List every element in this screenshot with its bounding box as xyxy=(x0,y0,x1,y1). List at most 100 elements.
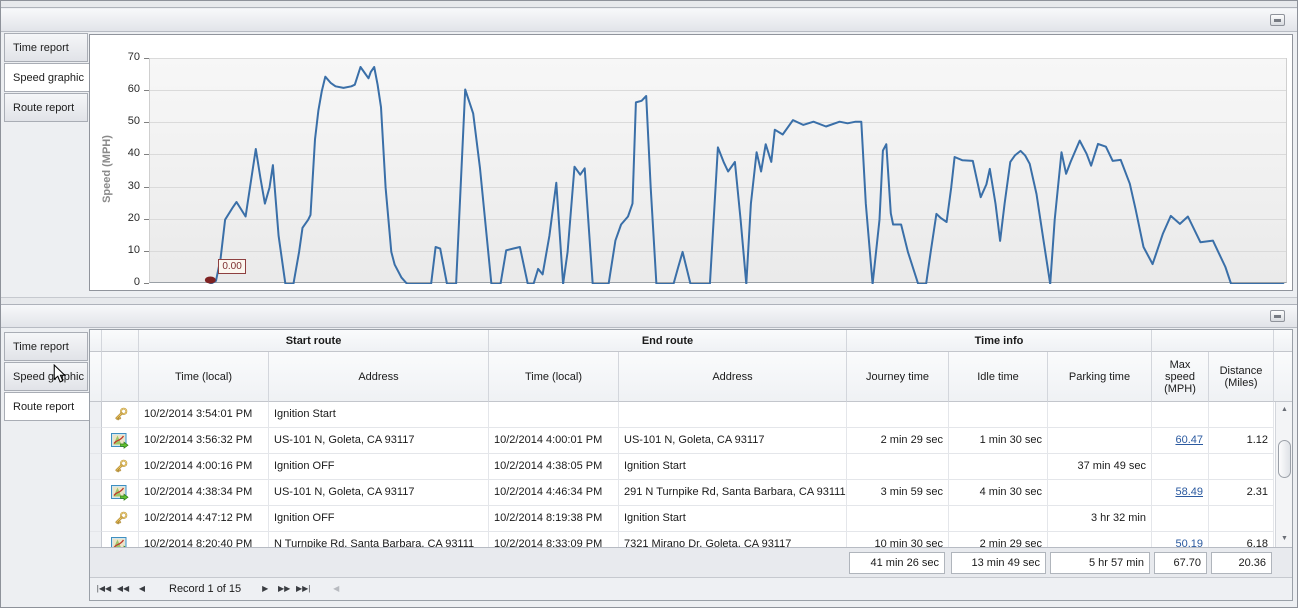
tab-route-report-bottom[interactable]: Route report xyxy=(4,392,92,421)
cell-journey[interactable]: 2 min 29 sec xyxy=(847,428,949,454)
cell-start-time[interactable]: 10/2/2014 3:54:01 PM xyxy=(139,402,269,428)
col-header-journey-time[interactable]: Journey time xyxy=(847,352,949,402)
group-header-end-route[interactable]: End route xyxy=(489,330,847,352)
cell-start-addr[interactable]: Ignition OFF xyxy=(269,454,489,480)
table-row[interactable]: 10/2/2014 4:47:12 PM Ignition OFF 10/2/201… xyxy=(90,506,1274,532)
table-row[interactable]: 10/2/2014 3:54:01 PM Ignition Start xyxy=(90,402,1274,428)
cell-end-addr[interactable]: 7321 Mirano Dr, Goleta, CA 93117 xyxy=(619,532,847,547)
cell-end-addr[interactable] xyxy=(619,402,847,428)
cell-start-time[interactable]: 10/2/2014 4:38:34 PM xyxy=(139,480,269,506)
cell-journey[interactable] xyxy=(847,454,949,480)
row-type-icon-cell[interactable] xyxy=(102,428,139,454)
row-indicator[interactable] xyxy=(90,402,102,428)
cell-distance[interactable] xyxy=(1209,506,1274,532)
col-header-distance[interactable]: Distance (Miles) xyxy=(1209,352,1274,402)
max-speed-link[interactable]: 60.47 xyxy=(1175,434,1203,446)
row-type-icon-cell[interactable] xyxy=(102,532,139,547)
cell-start-addr[interactable]: N Turnpike Rd, Santa Barbara, CA 93111 xyxy=(269,532,489,547)
panel-splitter[interactable] xyxy=(1,297,1297,305)
cell-end-addr[interactable]: Ignition Start xyxy=(619,506,847,532)
tab-time-report[interactable]: Time report xyxy=(4,33,88,62)
collapse-top-panel-button[interactable] xyxy=(1270,14,1285,26)
group-header-time-info[interactable]: Time info xyxy=(847,330,1152,352)
col-header-max-speed[interactable]: Max speed (MPH) xyxy=(1152,352,1209,402)
cell-distance[interactable] xyxy=(1209,454,1274,480)
cell-idle[interactable]: 2 min 29 sec xyxy=(949,532,1048,547)
row-type-icon-cell[interactable] xyxy=(102,454,139,480)
next-page-button[interactable]: ▶▶ xyxy=(278,584,291,593)
tab-speed-graphic[interactable]: Speed graphic xyxy=(4,63,92,92)
collapse-bottom-panel-button[interactable] xyxy=(1270,310,1285,322)
cell-max-speed[interactable]: 58.49 xyxy=(1152,480,1209,506)
prev-page-button[interactable]: ◀◀ xyxy=(116,584,130,593)
row-indicator[interactable] xyxy=(90,506,102,532)
tab-speed-graphic-bottom[interactable]: Speed graphic xyxy=(4,362,88,391)
cell-end-time[interactable]: 10/2/2014 8:19:38 PM xyxy=(489,506,619,532)
scroll-up-button[interactable]: ▲ xyxy=(1281,406,1288,413)
cell-idle[interactable]: 4 min 30 sec xyxy=(949,480,1048,506)
scroll-down-button[interactable]: ▼ xyxy=(1281,535,1288,542)
cell-max-speed[interactable] xyxy=(1152,506,1209,532)
cell-start-time[interactable]: 10/2/2014 8:20:40 PM xyxy=(139,532,269,547)
chart-plot-area[interactable]: 0.00 xyxy=(149,58,1287,284)
row-indicator[interactable] xyxy=(90,428,102,454)
cell-end-time[interactable]: 10/2/2014 4:38:05 PM xyxy=(489,454,619,480)
cell-max-speed[interactable]: 50.19 xyxy=(1152,532,1209,547)
table-row[interactable]: 10/2/2014 4:38:34 PM US-101 N, Goleta, CA… xyxy=(90,480,1274,506)
cell-end-addr[interactable]: Ignition Start xyxy=(619,454,847,480)
cell-parking[interactable]: 37 min 49 sec xyxy=(1048,454,1152,480)
cell-start-time[interactable]: 10/2/2014 3:56:32 PM xyxy=(139,428,269,454)
cell-start-addr[interactable]: Ignition OFF xyxy=(269,506,489,532)
cell-end-time[interactable]: 10/2/2014 8:33:09 PM xyxy=(489,532,619,547)
max-speed-link[interactable]: 50.19 xyxy=(1175,538,1203,547)
max-speed-link[interactable]: 58.49 xyxy=(1175,486,1203,498)
cell-distance[interactable]: 6.18 xyxy=(1209,532,1274,547)
cell-idle[interactable] xyxy=(949,402,1048,428)
cell-idle[interactable] xyxy=(949,506,1048,532)
cell-max-speed[interactable] xyxy=(1152,402,1209,428)
tab-route-report[interactable]: Route report xyxy=(4,93,88,122)
col-header-start-time[interactable]: Time (local) xyxy=(139,352,269,402)
cell-idle[interactable]: 1 min 30 sec xyxy=(949,428,1048,454)
cell-start-time[interactable]: 10/2/2014 4:47:12 PM xyxy=(139,506,269,532)
cell-parking[interactable] xyxy=(1048,402,1152,428)
cell-journey[interactable]: 10 min 30 sec xyxy=(847,532,949,547)
cell-journey[interactable]: 3 min 59 sec xyxy=(847,480,949,506)
col-header-end-address[interactable]: Address xyxy=(619,352,847,402)
row-type-icon-cell[interactable] xyxy=(102,402,139,428)
row-type-icon-cell[interactable] xyxy=(102,480,139,506)
col-header-start-address[interactable]: Address xyxy=(269,352,489,402)
cell-distance[interactable]: 2.31 xyxy=(1209,480,1274,506)
col-header-end-time[interactable]: Time (local) xyxy=(489,352,619,402)
cell-end-time[interactable]: 10/2/2014 4:46:34 PM xyxy=(489,480,619,506)
cell-start-addr[interactable]: Ignition Start xyxy=(269,402,489,428)
row-type-icon-cell[interactable] xyxy=(102,506,139,532)
cell-start-addr[interactable]: US-101 N, Goleta, CA 93117 xyxy=(269,480,489,506)
col-header-parking-time[interactable]: Parking time xyxy=(1048,352,1152,402)
cell-end-time[interactable] xyxy=(489,402,619,428)
row-indicator[interactable] xyxy=(90,480,102,506)
cell-start-addr[interactable]: US-101 N, Goleta, CA 93117 xyxy=(269,428,489,454)
tab-time-report-bottom[interactable]: Time report xyxy=(4,332,88,361)
cell-journey[interactable] xyxy=(847,506,949,532)
table-row[interactable]: 10/2/2014 4:00:16 PM Ignition OFF 10/2/201… xyxy=(90,454,1274,480)
cell-distance[interactable] xyxy=(1209,402,1274,428)
row-indicator[interactable] xyxy=(90,454,102,480)
cell-start-time[interactable]: 10/2/2014 4:00:16 PM xyxy=(139,454,269,480)
first-record-button[interactable]: |◀◀ xyxy=(96,584,112,593)
scrollbar-thumb[interactable] xyxy=(1278,440,1291,478)
hscroll-left-button[interactable]: ◀ xyxy=(333,584,340,593)
cell-max-speed[interactable]: 60.47 xyxy=(1152,428,1209,454)
cell-parking[interactable] xyxy=(1048,480,1152,506)
cell-end-addr[interactable]: 291 N Turnpike Rd, Santa Barbara, CA 931… xyxy=(619,480,847,506)
vertical-scrollbar[interactable]: ▲ ▼ xyxy=(1275,402,1292,547)
cell-distance[interactable]: 1.12 xyxy=(1209,428,1274,454)
col-header-idle-time[interactable]: Idle time xyxy=(949,352,1048,402)
cell-max-speed[interactable] xyxy=(1152,454,1209,480)
prev-record-button[interactable]: ◀ xyxy=(138,584,146,593)
table-row[interactable]: 10/2/2014 3:56:32 PM US-101 N, Goleta, CA… xyxy=(90,428,1274,454)
cell-journey[interactable] xyxy=(847,402,949,428)
cell-parking[interactable]: 3 hr 32 min xyxy=(1048,506,1152,532)
table-row[interactable]: 10/2/2014 8:20:40 PM N Turnpike Rd, Santa… xyxy=(90,532,1274,547)
next-record-button[interactable]: ▶ xyxy=(262,584,269,593)
